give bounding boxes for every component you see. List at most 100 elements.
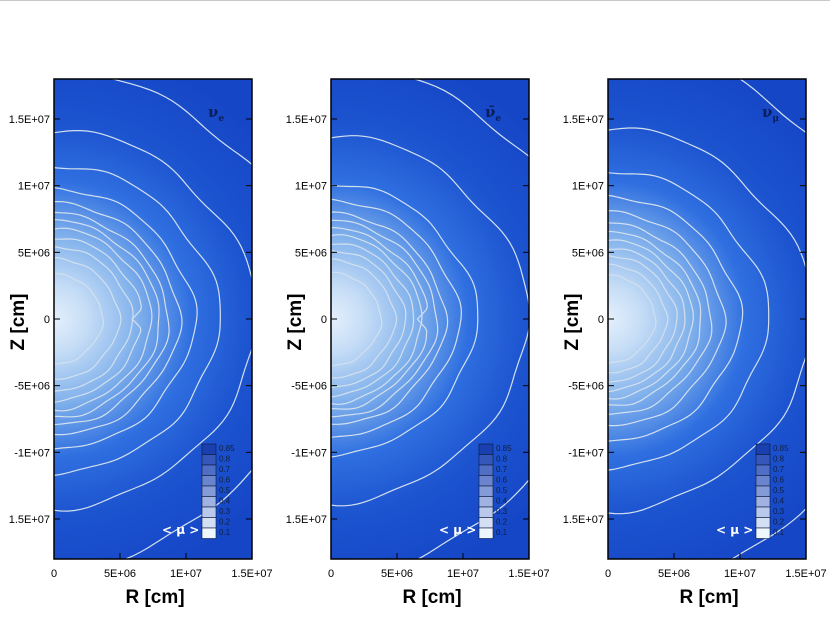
y-tick-label: -5E+06 (568, 381, 604, 393)
y-tick-label: 1.5E+07 (563, 514, 604, 526)
y-tick-label: 1.5E+07 (563, 114, 604, 126)
legend-level-label: 0.85 (496, 444, 512, 453)
legend-swatch (478, 527, 494, 539)
y-axis-title: Z [cm] (285, 294, 306, 351)
contour-line (608, 274, 657, 364)
contour-line (608, 194, 744, 442)
x-tick-label: 5E+06 (104, 568, 136, 580)
legend-level-label: 0.2 (773, 518, 785, 527)
legend-title: < μ > (162, 523, 199, 537)
contour-line (331, 211, 449, 425)
legend-level-label: 0.7 (496, 465, 508, 474)
y-tick-label: 1.5E+07 (286, 114, 327, 126)
top-border-line (0, 0, 830, 1)
legend-level-label: 0.5 (773, 486, 785, 495)
legend-swatch (478, 443, 494, 455)
contour-line (54, 273, 105, 365)
legend-swatch (201, 506, 217, 518)
contour-line (331, 219, 439, 418)
contour-line (608, 172, 770, 471)
contour-line (54, 187, 198, 450)
x-tick-label: 1E+07 (724, 568, 756, 580)
contour-line (54, 227, 153, 412)
contour-line (608, 230, 702, 406)
x-axis-title: R [cm] (402, 587, 461, 608)
legend-swatch (755, 485, 771, 497)
legend-swatch (478, 506, 494, 518)
contour-group (54, 79, 252, 559)
y-axis-title: Z [cm] (8, 294, 29, 351)
legend-swatch (478, 454, 494, 466)
x-tick-label: 5E+06 (381, 568, 413, 580)
contour-line (331, 234, 423, 405)
y-tick-label: 5E+06 (18, 247, 50, 259)
legend-swatch (201, 443, 217, 455)
legend: 0.85 0.80.7 0.60.5 0.40.3 0.20.1 < μ > (162, 443, 235, 539)
x-tick-label: 1E+07 (170, 568, 202, 580)
contour-line (331, 249, 407, 389)
legend-swatch (201, 527, 217, 539)
contour-line (331, 271, 383, 366)
contour-line (331, 198, 462, 438)
legend-level-label: 0.6 (496, 476, 508, 485)
legend-level-label: 0.7 (773, 465, 785, 474)
contour-line (54, 211, 170, 426)
legend-level-label: 0.85 (219, 444, 235, 453)
contour-line (412, 79, 529, 559)
x-tick-label: 1.5E+07 (785, 568, 826, 580)
y-tick-label: 1.5E+07 (9, 114, 50, 126)
contour-line (608, 255, 678, 383)
legend-swatch (755, 443, 771, 455)
y-tick-label: 1.5E+07 (286, 514, 327, 526)
contour-group (608, 79, 806, 559)
panel-1: 1.5E+07 1E+07 5E+06 0 -5E+06 -1E+07 1.5E+07 0 5E… (8, 78, 273, 608)
y-tick-label: 0 (321, 314, 327, 326)
contour-line (608, 127, 806, 515)
legend-level-label: 0.1 (496, 528, 508, 537)
legend-level-label: 0.7 (219, 465, 231, 474)
y-tick-label: -1E+07 (14, 447, 50, 459)
contour-line (54, 219, 160, 418)
x-tick-label: 1E+07 (447, 568, 479, 580)
legend-swatch (755, 475, 771, 487)
contour-line (730, 79, 806, 559)
contour-group (331, 79, 529, 559)
contour-line (54, 167, 221, 476)
legend-swatch (201, 454, 217, 466)
panel-2: 1.5E+07 1E+07 5E+06 0 -5E+06 -1E+07 1.5E+07 0 5E… (285, 78, 550, 608)
x-axis-title: R [cm] (679, 587, 738, 608)
legend-swatch (478, 496, 494, 508)
panel-3: 1.5E+07 1E+07 5E+06 0 -5E+06 -1E+07 1.5E+07 0 5E… (562, 78, 827, 608)
y-tick-label: 0 (44, 314, 50, 326)
legend-swatch (755, 454, 771, 466)
heatmap-field (331, 79, 529, 559)
legend-title: < μ > (716, 523, 753, 537)
heatmap-field (608, 79, 806, 559)
y-tick-label: 1E+07 (18, 181, 50, 193)
legend-level-label: 0.2 (496, 518, 508, 527)
contour-line (109, 79, 252, 559)
legend-level-label: 0.3 (773, 507, 785, 516)
x-tick-label: 1.5E+07 (508, 568, 549, 580)
legend-level-label: 0.85 (773, 444, 789, 453)
y-tick-label: 5E+06 (295, 247, 327, 259)
y-tick-label: 0 (598, 314, 604, 326)
legend-level-label: 0.6 (773, 476, 785, 485)
legend-level-label: 0.5 (496, 486, 508, 495)
y-tick-label: 1E+07 (295, 181, 327, 193)
contour-line (331, 135, 529, 507)
x-tick-label: 5E+06 (658, 568, 690, 580)
species-subscript: e (495, 114, 501, 124)
legend-swatch (201, 496, 217, 508)
contour-line (608, 263, 669, 374)
legend-level-label: 0.8 (496, 455, 508, 464)
contour-line (608, 239, 694, 400)
contour-line (608, 248, 686, 393)
y-tick-label: 1.5E+07 (9, 514, 50, 526)
legend-level-label: 0.8 (773, 455, 785, 464)
legend-level-label: 0.1 (773, 528, 785, 537)
legend-level-label: 0.3 (219, 507, 231, 516)
legend: 0.85 0.80.7 0.60.5 0.40.3 0.20.1 < μ > (716, 443, 789, 539)
contour-line (331, 258, 398, 379)
legend-swatch (755, 496, 771, 508)
